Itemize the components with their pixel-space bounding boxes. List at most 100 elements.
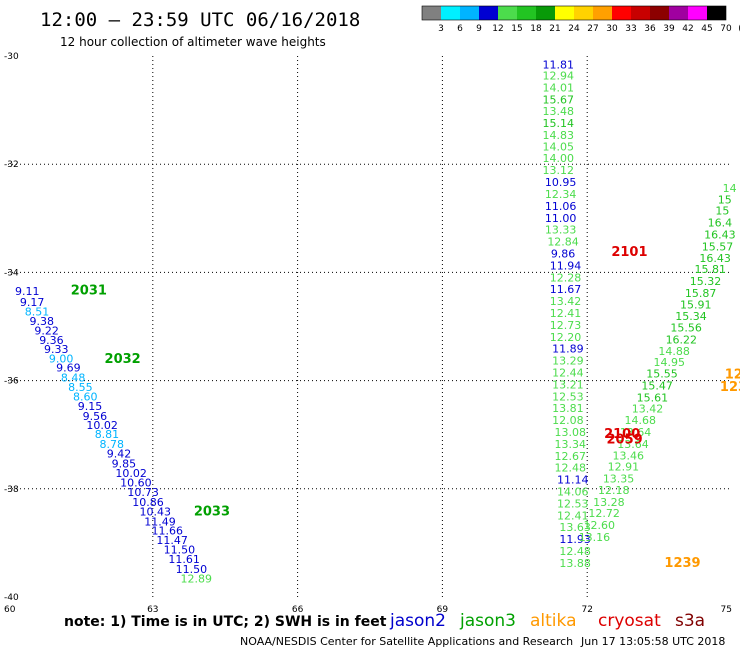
- wave-height-value: 8.60: [73, 390, 98, 403]
- wave-height-value: 12.60: [584, 519, 616, 532]
- wave-height-value: 12.53: [557, 497, 589, 510]
- wave-height-value: 15.57: [702, 240, 734, 253]
- color-scale-label: 21: [549, 24, 560, 34]
- x-tick-label: 63: [147, 605, 158, 615]
- wave-height-value: 9.15: [78, 400, 103, 413]
- wave-height-value: 15.87: [685, 287, 717, 300]
- wave-height-value: 9.56: [83, 410, 108, 423]
- color-scale-label: 36: [644, 24, 656, 34]
- wave-height-value: 11.61: [168, 553, 200, 566]
- x-tick-label: 72: [581, 605, 592, 615]
- color-scale-label: 24: [568, 24, 580, 34]
- wave-height-value: 13.64: [620, 426, 652, 439]
- wave-height-value: 13.63: [559, 521, 591, 534]
- wave-height-value: 15.67: [542, 93, 574, 106]
- wave-height-value: 15.61: [637, 391, 669, 404]
- wave-height-value: 13.46: [612, 449, 644, 462]
- wave-height-value: 12.72: [588, 507, 620, 520]
- color-scale-swatch: [498, 6, 517, 20]
- wave-height-value: 13.64: [617, 438, 649, 451]
- color-scale-swatch: [688, 6, 707, 20]
- footer-credit: NOAA/NESDIS Center for Satellite Applica…: [240, 635, 573, 648]
- wave-height-value: 11.06: [545, 200, 577, 213]
- wave-height-value: 11.66: [152, 524, 184, 537]
- footer-timestamp: Jun 17 13:05:58 UTC 2018: [580, 635, 725, 648]
- color-scale-label: 18: [530, 24, 542, 34]
- wave-height-value: 9.38: [30, 315, 55, 328]
- wave-height-value: 13.42: [550, 295, 582, 308]
- map-grid: [8, 56, 732, 597]
- wave-height-value: 13.34: [555, 438, 587, 451]
- wave-height-labels: 9.119.178.519.389.229.369.339.009.698.48…: [15, 59, 737, 586]
- wave-height-value: 8.78: [100, 438, 125, 451]
- color-scale-swatch: [669, 6, 688, 20]
- units-note: note: 1) Time is in UTC; 2) SWH is in fe…: [64, 614, 387, 630]
- wave-height-value: 9.11: [15, 285, 40, 298]
- wave-height-value: 13.48: [542, 105, 574, 118]
- wave-height-value: 9.00: [49, 352, 74, 365]
- wave-height-value: 10.86: [132, 496, 164, 509]
- y-tick-label: -32: [4, 160, 19, 170]
- wave-height-value: 14.83: [542, 129, 574, 142]
- color-scale-swatch: [555, 6, 574, 20]
- wave-height-value: 11.93: [559, 533, 591, 546]
- wave-height-value: 10.60: [120, 476, 152, 489]
- wave-height-value: 15.14: [542, 117, 574, 130]
- color-scale-swatch: [460, 6, 479, 20]
- color-scale-swatch: [517, 6, 536, 20]
- wave-height-value: 10.02: [115, 467, 147, 480]
- wave-height-value: 11.89: [552, 343, 584, 356]
- wave-height-value: 12.94: [542, 69, 574, 82]
- color-scale-label: 33: [625, 24, 636, 34]
- wave-height-value: 8.51: [25, 305, 50, 318]
- wave-height-value: 9.36: [39, 334, 64, 347]
- wave-height-value: 13.33: [545, 224, 577, 237]
- wave-height-value: 13.28: [593, 496, 625, 509]
- wave-height-value: 13.29: [552, 355, 584, 368]
- wave-height-value: 12.20: [550, 331, 582, 344]
- wave-height-value: 15.55: [646, 368, 678, 381]
- wave-height-value: 14.88: [658, 345, 690, 358]
- pass-time-label: 2031: [71, 284, 107, 299]
- wave-height-value: 13.88: [559, 557, 591, 570]
- wave-height-value: 15.56: [670, 322, 702, 335]
- x-tick-label: 69: [437, 605, 449, 615]
- color-scale-label: 42: [682, 24, 693, 34]
- wave-height-value: 13.16: [579, 531, 611, 544]
- wave-height-value: 10.95: [545, 176, 577, 189]
- wave-height-value: 15.34: [675, 310, 707, 323]
- color-scale-swatch: [479, 6, 498, 20]
- wave-height-value: 8.81: [95, 428, 120, 441]
- pass-time-label: 2033: [194, 504, 230, 519]
- wave-height-value: 9.22: [34, 324, 59, 337]
- wave-height-value: 15.91: [680, 298, 712, 311]
- wave-height-value: 12.08: [552, 414, 584, 427]
- y-tick-label: -30: [4, 52, 19, 62]
- wave-height-value: 15.47: [641, 379, 673, 392]
- wave-height-value: 11.50: [164, 543, 196, 556]
- wave-height-value: 10.02: [86, 419, 118, 432]
- pass-time-label: 123: [720, 380, 740, 395]
- wave-height-value: 11.94: [550, 259, 582, 272]
- y-tick-label: -40: [4, 593, 19, 603]
- wave-height-value: 12.84: [547, 236, 579, 249]
- wave-height-value: 9.85: [112, 457, 137, 470]
- wave-height-value: 11.67: [550, 283, 582, 296]
- color-scale-label: 70: [720, 24, 732, 34]
- wave-height-value: 12.18: [598, 484, 630, 497]
- wave-height-value: 13.08: [555, 426, 587, 439]
- satellite-legend-s3a: s3a: [675, 611, 705, 631]
- satellite-legend: jason2 jason3 altika cryosat s3a: [389, 611, 705, 631]
- wave-height-value: 15.32: [690, 275, 722, 288]
- wave-height-value: 12.34: [545, 188, 577, 201]
- wave-height-value: 9.69: [56, 362, 81, 375]
- color-scale-swatch: [707, 6, 726, 20]
- wave-height-value: 12.53: [552, 390, 584, 403]
- wave-height-value: 11.00: [545, 212, 577, 225]
- y-tick-label: -38: [4, 485, 19, 495]
- color-scale-swatch: [536, 6, 555, 20]
- color-scale-swatch: [422, 6, 441, 20]
